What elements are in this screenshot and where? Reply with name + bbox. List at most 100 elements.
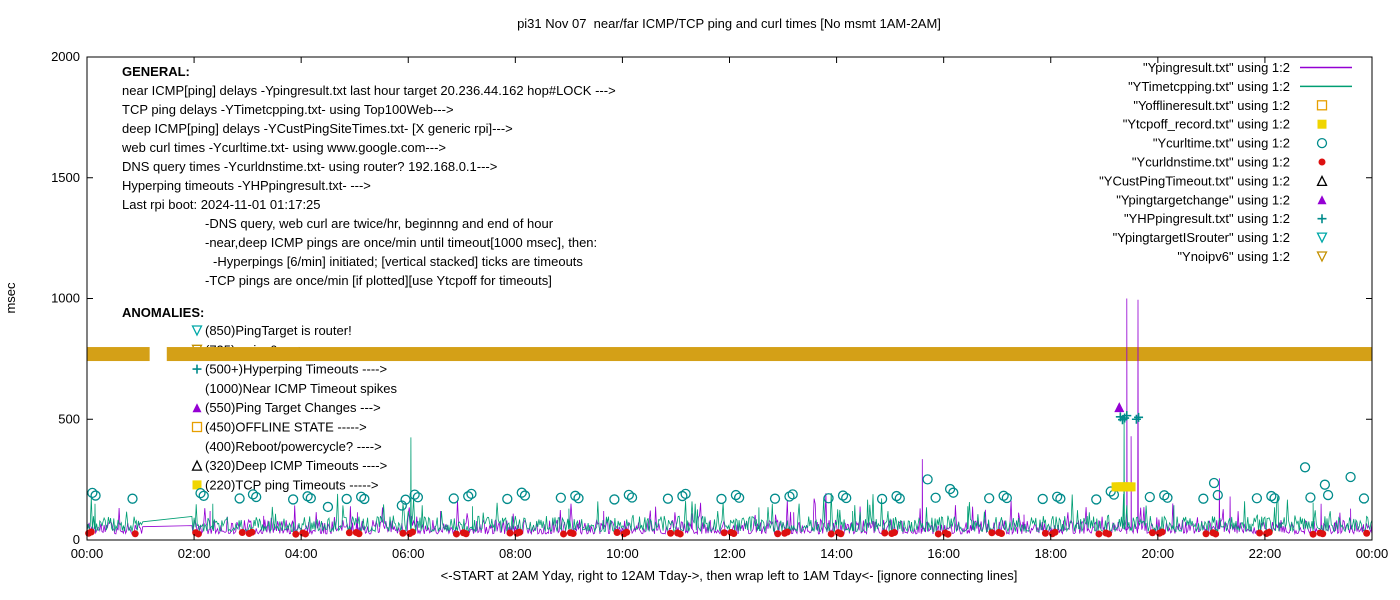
general-note-line: -TCP pings are once/min [if plotted][use… — [205, 273, 552, 288]
Ycurltime-icon — [787, 489, 798, 500]
Ycurltime-icon — [680, 488, 691, 500]
Ycurltime-icon — [1345, 471, 1356, 483]
Ycurltime-icon — [1055, 493, 1066, 504]
general-note-line: DNS query times -Ycurldnstime.txt- using… — [122, 159, 497, 174]
anomaly-note-line: (550)Ping Target Changes ---> — [205, 400, 381, 415]
series-points-Ypingtargetchange — [1114, 402, 1125, 413]
Ycurldnstime-icon — [881, 529, 889, 537]
Ycurldnstime-icon — [238, 529, 246, 537]
Ycurltime-icon — [948, 487, 959, 498]
legend-label: "Ycurltime.txt" using 1:2 — [1153, 136, 1290, 151]
Ycurltime-icon — [1159, 490, 1170, 501]
Ycurldnstime-icon — [506, 529, 514, 537]
legend-label: "Ytcpoff_record.txt" using 1:2 — [1123, 117, 1290, 132]
Ycurltime-icon — [198, 490, 209, 501]
legend-icon — [1316, 232, 1328, 244]
legend-item: "Ynoipv6" using 1:2 — [1177, 249, 1328, 264]
legend-icon — [1317, 214, 1327, 224]
Ycurldnstime-icon — [944, 530, 952, 538]
general-note-line: Hyperping timeouts -YHPpingresult.txt- -… — [122, 178, 371, 193]
y-tick-label: 2000 — [51, 49, 80, 64]
Ycurldnstime-icon — [667, 529, 675, 537]
Ycurltime-icon — [127, 493, 138, 504]
Ycurltime-icon — [305, 493, 316, 504]
Ycurltime-icon — [837, 490, 849, 501]
Ycurltime-icon — [1266, 490, 1277, 502]
Ycurltime-icon — [984, 493, 995, 504]
Ycurltime-icon — [409, 489, 420, 500]
Ycurltime-icon — [841, 492, 852, 504]
Ycurldnstime-icon — [1363, 529, 1371, 537]
anomaly-icon — [192, 480, 202, 490]
Ycurldnstime-icon — [1041, 529, 1049, 537]
anomaly-icon — [192, 403, 202, 413]
Ycurldnstime-icon — [1202, 530, 1210, 538]
Ycurltime-icon — [784, 491, 795, 502]
Ycurltime-icon — [322, 501, 334, 513]
Ycurldnstime-icon — [613, 529, 621, 537]
Ycurltime-icon — [1208, 477, 1220, 489]
legend-icon — [1317, 195, 1327, 205]
legend-label: "Yofflineresult.txt" using 1:2 — [1133, 98, 1290, 113]
YHPpingresult-icon — [1134, 412, 1144, 422]
Ycurltime-icon — [555, 492, 566, 503]
Ycurltime-icon — [769, 493, 781, 504]
Ycurldnstime-icon — [248, 528, 256, 536]
y-tick-label: 500 — [58, 411, 80, 426]
Ycurldnstime-icon — [516, 528, 524, 536]
x-tick-label: 14:00 — [820, 546, 853, 561]
x-tick-label: 02:00 — [178, 546, 211, 561]
Ycurltime-icon — [733, 492, 745, 503]
Ycurldnstime-icon — [934, 530, 942, 538]
YHPpingresult-icon — [1118, 415, 1127, 425]
Ycurltime-icon — [195, 487, 206, 499]
Ycurltime-icon — [516, 487, 527, 498]
legend-label: "Ycurldnstime.txt" using 1:2 — [1132, 155, 1290, 170]
axes-layer: 00:00 02:00 04:00 06:00 08:00 10:00 12:00 14:00… — [51, 49, 1388, 561]
Ycurltime-icon — [90, 490, 101, 501]
Ycurltime-icon — [87, 487, 98, 499]
YHPpingresult-icon — [1131, 414, 1141, 424]
Ycurltime-icon — [823, 493, 834, 504]
x-tick-label: 04:00 — [285, 546, 318, 561]
Ycurldnstime-icon — [345, 529, 353, 537]
legend-label: "Ypingresult.txt" using 1:2 — [1143, 60, 1290, 75]
chart-title: pi31 Nov 07 near/far ICMP/TCP ping and c… — [517, 16, 941, 31]
Ypingtargetchange-icon — [1114, 402, 1125, 413]
Ycurltime-icon — [609, 494, 620, 505]
Ycurldnstime-icon — [1256, 529, 1264, 537]
Ycurldnstime-icon — [837, 530, 845, 538]
series-line-Ypingresult — [86, 298, 1373, 536]
Ycurldnstime-icon — [1319, 530, 1327, 538]
x-tick-label: 10:00 — [606, 546, 639, 561]
Ycurltime-icon — [876, 493, 888, 505]
Ycurldnstime-icon — [827, 530, 835, 538]
legend-icon — [1316, 137, 1328, 149]
Ycurldnstime-icon — [301, 530, 309, 538]
series-layer — [85, 298, 1373, 538]
Ycurldnstime-icon — [355, 530, 363, 538]
Ycurldnstime-icon — [1158, 528, 1166, 536]
legend-label: "Ynoipv6" using 1:2 — [1177, 249, 1290, 264]
Ytcpoff_record-icon — [1126, 482, 1136, 492]
x-tick-label: 08:00 — [499, 546, 532, 561]
legend-item: "Ytcpoff_record.txt" using 1:2 — [1123, 117, 1327, 132]
Ycurldnstime-icon — [1105, 530, 1113, 538]
Ycurldnstime-icon — [409, 528, 417, 536]
Ycurltime-icon — [894, 493, 905, 504]
Ycurldnstime-icon — [1095, 530, 1103, 538]
Ycurltime-icon — [1299, 462, 1311, 473]
anomaly-note-line: (220)TCP ping Timeouts -----> — [205, 477, 379, 492]
Ycurltime-icon — [341, 493, 352, 505]
Ycurldnstime-icon — [462, 530, 470, 538]
series-points-Ycurldnstime — [85, 528, 1371, 538]
x-tick-label: 00:00 — [1356, 546, 1389, 561]
general-note-line: near ICMP[ping] delays -Ypingresult.txt … — [122, 83, 616, 98]
Ycurldnstime-icon — [890, 529, 898, 537]
Ycurltime-icon — [519, 490, 531, 501]
noipv6-band — [166, 347, 1372, 362]
legend-label: "YCustPingTimeout.txt" using 1:2 — [1099, 173, 1290, 188]
Ycurldnstime-icon — [194, 530, 202, 538]
Ycurltime-icon — [623, 489, 634, 500]
